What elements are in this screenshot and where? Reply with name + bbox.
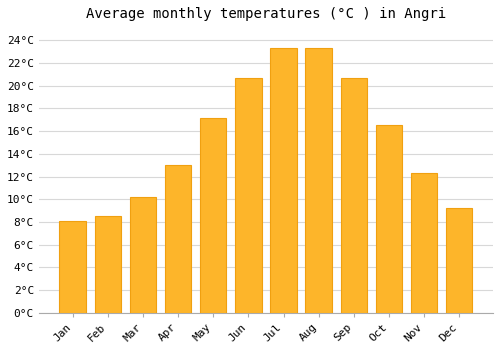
Bar — [270, 48, 296, 313]
Bar — [94, 216, 121, 313]
Bar — [130, 197, 156, 313]
Title: Average monthly temperatures (°C ) in Angri: Average monthly temperatures (°C ) in An… — [86, 7, 446, 21]
Bar — [165, 165, 191, 313]
Bar — [306, 48, 332, 313]
Bar — [340, 78, 367, 313]
Bar — [376, 125, 402, 313]
Bar — [200, 118, 226, 313]
Bar — [60, 221, 86, 313]
Bar — [235, 78, 262, 313]
Bar — [446, 208, 472, 313]
Bar — [411, 173, 438, 313]
